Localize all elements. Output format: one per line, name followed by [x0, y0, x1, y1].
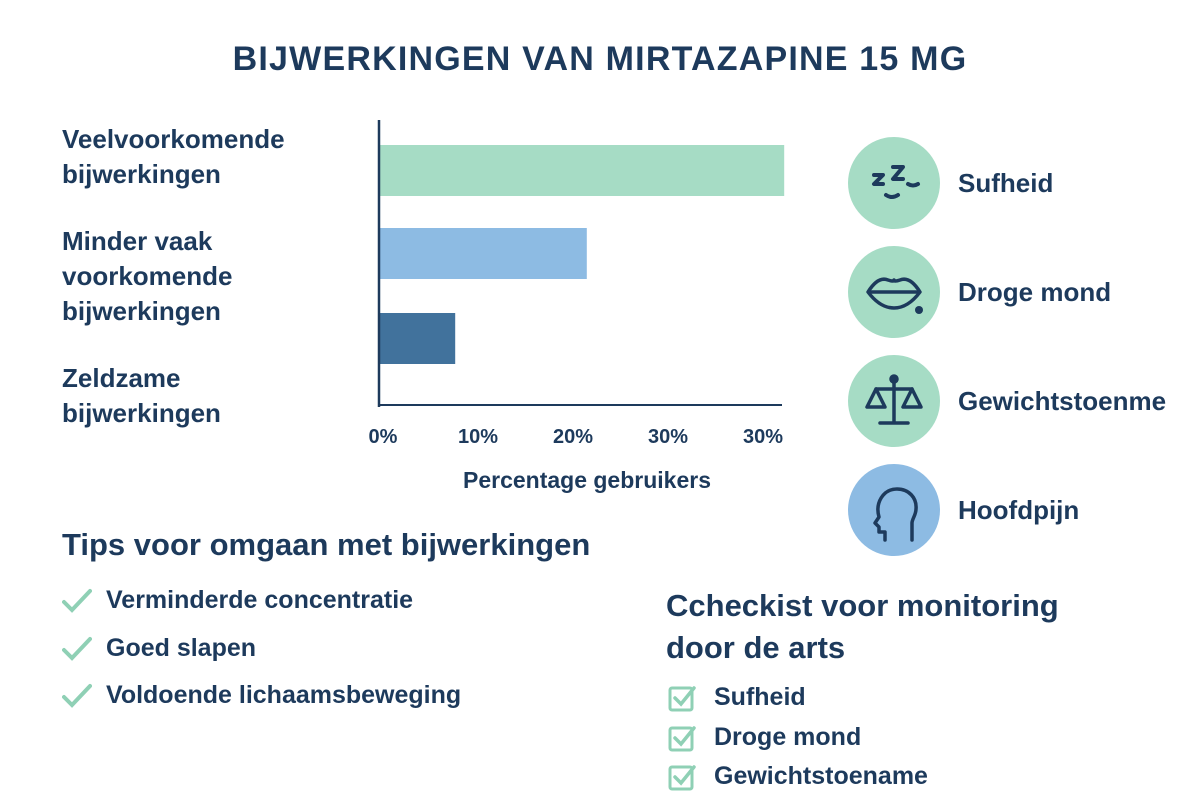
bar-1	[380, 145, 785, 196]
tip-item: Voldoende lichaamsbeweging	[62, 681, 461, 710]
x-tick-label: 0%	[369, 426, 398, 448]
checklist-text: Droge mond	[714, 723, 862, 751]
checklist-item[interactable]: Gewichtstoename	[668, 762, 928, 791]
checklist-item[interactable]: Sufheid	[668, 683, 806, 712]
checklist-heading: Ccheckist voor monitoring door de arts	[666, 585, 1059, 669]
category-label-less-common: Minder vaak voorkomende bijwerkingen	[62, 226, 233, 326]
checkmark-icon	[62, 683, 92, 708]
sleepy-face-icon	[848, 137, 940, 229]
side-effect-label: Sufheid	[958, 168, 1054, 198]
tip-text: Voldoende lichaamsbeweging	[106, 681, 462, 709]
tip-item: Goed slapen	[62, 634, 256, 663]
tip-text: Verminderde concentratie	[106, 586, 414, 614]
tips-heading: Tips voor omgaan met bijwerkingen	[62, 527, 591, 562]
checklist-text: Sufheid	[714, 683, 806, 711]
side-effect-label: Hoofdpijn	[958, 495, 1080, 525]
page-title: BIJWERKINGEN VAN MIRTAZAPINE 15 MG	[232, 40, 968, 78]
bar-3	[380, 313, 456, 364]
scale-icon	[848, 355, 940, 447]
bar-2	[380, 228, 587, 279]
tip-item: Verminderde concentratie	[62, 586, 413, 615]
checkmark-icon	[62, 588, 92, 613]
checklist-text: Gewichtstoename	[714, 762, 928, 790]
checklist-heading-line2: door de arts	[666, 630, 846, 665]
checked-box-icon[interactable]	[668, 724, 696, 752]
x-axis-label: Percentage gebruikers	[463, 467, 711, 493]
side-effect-label: Droge mond	[958, 277, 1112, 307]
checklist-heading-line1: Ccheckist voor monitoring	[666, 588, 1059, 623]
tip-text: Goed slapen	[106, 634, 257, 662]
checked-box-icon[interactable]	[668, 763, 696, 791]
lips-icon	[848, 246, 940, 338]
x-tick-label: 30%	[743, 426, 783, 448]
checked-box-icon[interactable]	[668, 684, 696, 712]
checkmark-icon	[62, 636, 92, 661]
category-label-common: Veelvoorkomende bijwerkingen	[62, 124, 285, 189]
x-tick-label: 30%	[648, 426, 688, 448]
checklist-item[interactable]: Droge mond	[668, 723, 861, 752]
head-icon	[848, 464, 940, 556]
x-tick-label: 20%	[553, 426, 593, 448]
x-tick-label: 10%	[458, 426, 498, 448]
category-label-rare: Zeldzame bijwerkingen	[62, 363, 221, 428]
side-effect-label: Gewichtstoenme	[958, 386, 1167, 416]
